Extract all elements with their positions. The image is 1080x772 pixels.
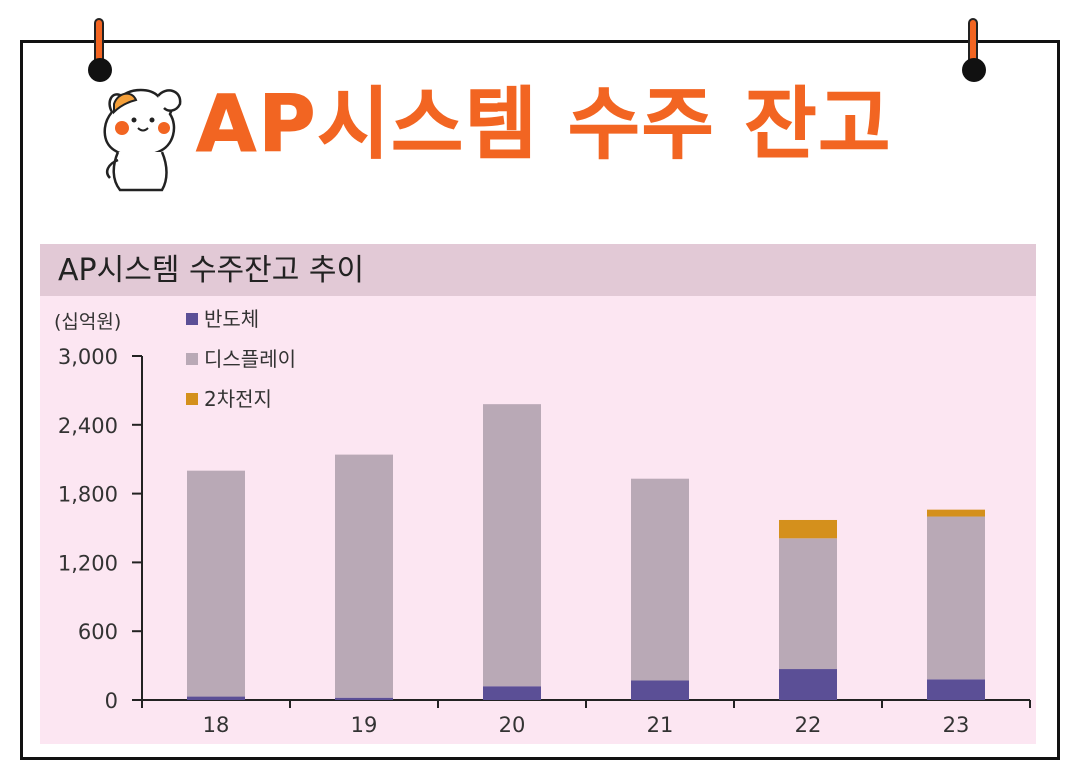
x-tick-label: 23 (943, 713, 970, 737)
bar-segment (335, 697, 393, 700)
cat-saluting-icon (103, 88, 182, 192)
bar-segment (483, 686, 541, 700)
y-tick-label: 0 (105, 689, 118, 713)
y-axis: 0 600 1,200 1,800 2,400 3,000 (58, 345, 143, 713)
bar-segment (631, 478, 689, 681)
page-title: AP시스템 수주 잔고 (195, 80, 893, 170)
x-tick-label: 22 (795, 713, 822, 737)
legend-swatch (186, 353, 198, 365)
bar-segment (779, 538, 837, 670)
bar-segment (779, 669, 837, 700)
bar-segment (483, 404, 541, 687)
x-tick-label: 19 (351, 713, 378, 737)
bar-segment (927, 679, 985, 700)
y-tick-label: 600 (78, 620, 118, 644)
bar-segment (187, 696, 245, 700)
pin-hole-right (962, 58, 986, 82)
y-tick-label: 1,200 (58, 551, 118, 575)
chart-panel: AP시스템 수주잔고 추이 (십억원) 0 600 1,200 1,800 2,400 3… (40, 244, 1036, 744)
bar-segment (187, 470, 245, 697)
x-tick-label: 21 (647, 713, 674, 737)
y-tick-label: 3,000 (58, 345, 118, 369)
y-tick-label: 1,800 (58, 483, 118, 507)
bars (187, 404, 985, 700)
y-tick-label: 2,400 (58, 414, 118, 438)
bar-segment (631, 680, 689, 700)
legend-label: 디스플레이 (204, 347, 296, 371)
x-tick-label: 18 (203, 713, 230, 737)
legend-label: 반도체 (204, 307, 259, 331)
bar-segment (779, 519, 837, 539)
bar-segment (927, 509, 985, 517)
y-unit-label: (십억원) (54, 311, 121, 333)
bar-segment (927, 516, 985, 680)
legend-label: 2차전지 (204, 387, 272, 411)
pin-hole-left (88, 58, 112, 82)
chart-title: AP시스템 수주잔고 추이 (58, 253, 365, 288)
legend-swatch (186, 313, 198, 325)
legend-swatch (186, 393, 198, 405)
x-axis: 18 19 20 21 22 23 (141, 699, 1031, 737)
bar-segment (335, 454, 393, 698)
chart-header: AP시스템 수주잔고 추이 (40, 244, 1036, 296)
x-tick-label: 20 (499, 713, 526, 737)
stacked-bar-chart: (십억원) 0 600 1,200 1,800 2,400 3,000 18 19 20 21 2… (54, 307, 1031, 737)
